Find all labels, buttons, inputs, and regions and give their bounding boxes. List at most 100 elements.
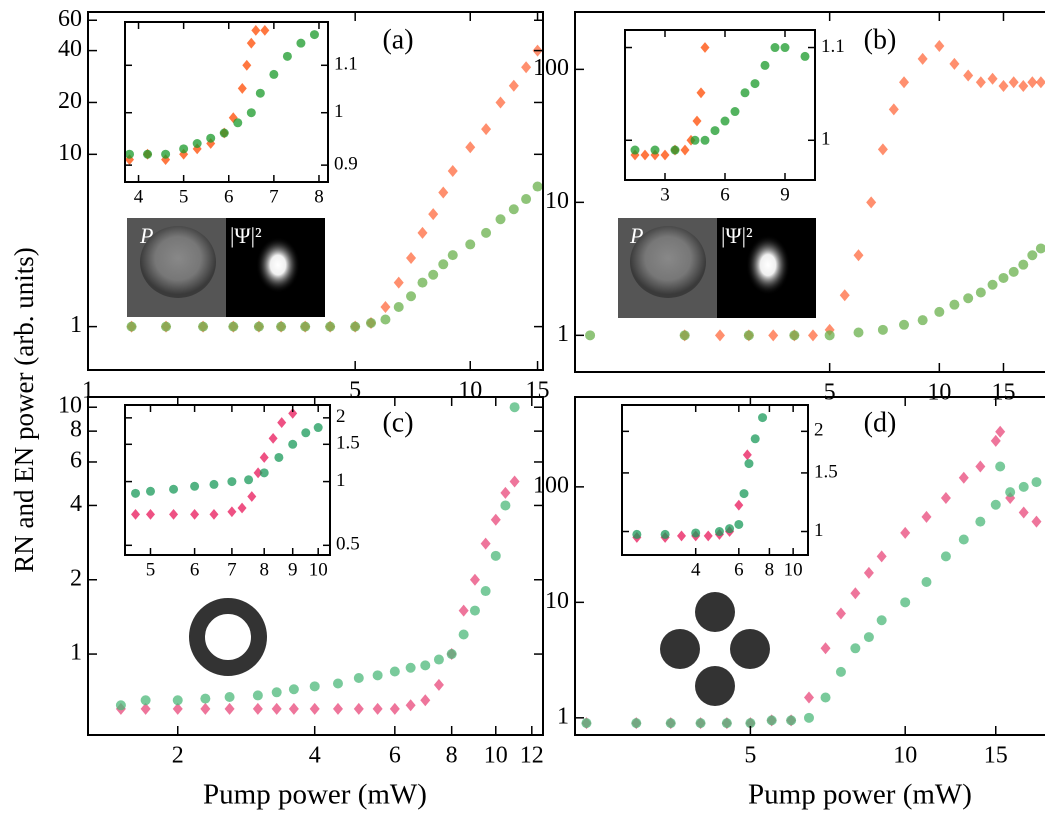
point	[192, 143, 202, 155]
points	[131, 407, 323, 520]
point	[1027, 76, 1038, 89]
panel-label: (b)	[864, 24, 897, 55]
point	[246, 37, 256, 49]
point	[807, 329, 818, 342]
point	[145, 508, 155, 520]
point	[350, 321, 361, 332]
point	[259, 452, 269, 463]
point	[917, 315, 928, 326]
point	[198, 321, 209, 332]
point	[734, 519, 744, 529]
point	[480, 537, 491, 550]
y-tick-label: 100	[533, 472, 569, 498]
point	[877, 324, 888, 335]
point	[803, 712, 814, 723]
point	[271, 702, 282, 715]
x-tick-label: 10	[893, 743, 917, 769]
image-spot	[256, 237, 300, 293]
point	[309, 30, 319, 40]
y-tick-label: 10	[58, 393, 82, 419]
point	[509, 402, 520, 413]
panel-label: (a)	[382, 24, 413, 55]
point	[949, 57, 960, 70]
point	[730, 107, 740, 117]
y-tick-label: 10	[545, 588, 569, 614]
point	[509, 475, 520, 488]
point	[1027, 250, 1038, 261]
point	[253, 467, 263, 479]
point	[1035, 243, 1045, 254]
point	[899, 76, 910, 89]
point	[145, 486, 155, 496]
y-tick-label: 2	[70, 565, 82, 591]
point	[255, 88, 265, 98]
point	[259, 468, 269, 478]
point	[458, 604, 469, 617]
point	[975, 76, 986, 89]
inset: 4 5 6 7 8 0.9 1 1.1	[124, 21, 358, 207]
inset-background	[622, 405, 808, 555]
point	[447, 250, 458, 261]
x-tick-label: 7	[227, 559, 237, 580]
point	[366, 317, 377, 328]
point	[224, 691, 235, 702]
point	[433, 654, 444, 665]
x-tick-label: 2	[172, 743, 184, 769]
points	[581, 425, 1042, 730]
point	[1005, 487, 1016, 498]
point	[692, 115, 702, 127]
point	[209, 479, 219, 489]
x-tick-label: 6	[389, 743, 401, 769]
point	[1035, 76, 1045, 89]
x-tick-label: 3	[660, 184, 670, 205]
y-tick-label: 0.5	[336, 534, 360, 555]
point	[934, 306, 945, 317]
point	[309, 702, 320, 715]
point	[227, 506, 237, 518]
point	[820, 692, 831, 703]
x-tick-label: 4	[691, 559, 701, 580]
point	[190, 481, 200, 491]
y-tick-label: 10	[58, 140, 82, 166]
point	[853, 249, 864, 262]
point	[406, 291, 417, 302]
x-tick-label: 10	[484, 743, 508, 769]
point	[169, 484, 179, 494]
inset-background	[125, 22, 328, 182]
plot-frame	[124, 404, 331, 556]
point	[115, 700, 126, 711]
point	[990, 499, 1001, 510]
y-axis-label: RN and EN power (arb. units)	[9, 247, 39, 572]
y-tick-label: 1.1	[821, 36, 845, 57]
point	[917, 52, 928, 65]
point	[640, 149, 650, 161]
point	[975, 516, 986, 527]
point	[1018, 506, 1029, 519]
x-tick-label: 8	[765, 559, 775, 580]
point	[995, 461, 1006, 472]
x-axis-label: Pump power (mW)	[748, 779, 972, 811]
point	[301, 428, 311, 438]
point	[679, 330, 690, 341]
point	[581, 718, 592, 729]
point	[300, 321, 311, 332]
point	[313, 423, 323, 433]
point	[172, 702, 183, 715]
point	[1031, 515, 1042, 528]
point	[490, 550, 501, 561]
point	[820, 642, 831, 655]
image-label: P	[629, 223, 643, 248]
point	[274, 452, 284, 462]
point	[888, 103, 899, 116]
point	[252, 690, 263, 701]
point	[246, 108, 256, 118]
point	[200, 693, 211, 704]
point	[224, 702, 235, 715]
point	[276, 321, 287, 332]
point	[393, 276, 404, 289]
ring-shape	[189, 598, 267, 676]
y-tick-label: 100	[533, 55, 569, 81]
point	[863, 566, 874, 579]
point	[172, 695, 183, 706]
